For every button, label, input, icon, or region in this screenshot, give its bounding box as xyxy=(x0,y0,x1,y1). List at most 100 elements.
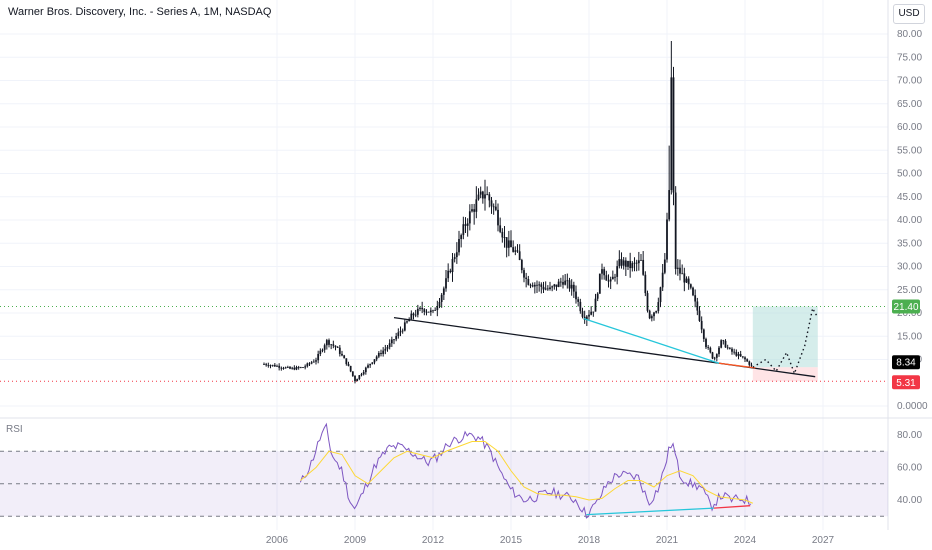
candle-body xyxy=(542,286,545,290)
price-tick-label: 45.00 xyxy=(897,192,922,203)
candle-body xyxy=(633,262,636,264)
currency-button[interactable]: USD xyxy=(893,4,925,24)
chart-title: Warner Bros. Discovery, Inc. - Series A,… xyxy=(8,6,272,18)
candle-body xyxy=(373,359,376,363)
candle-body xyxy=(345,358,348,365)
candle-body xyxy=(726,347,729,349)
candle-body xyxy=(401,330,404,332)
candle-body xyxy=(354,375,356,382)
candle-body xyxy=(585,316,588,320)
candle-body xyxy=(473,209,476,212)
candle-body xyxy=(397,332,400,337)
candle-body xyxy=(442,288,445,295)
candle-body xyxy=(655,311,658,313)
candle-body xyxy=(689,284,692,288)
candle-body xyxy=(416,308,419,315)
candle-body xyxy=(490,200,493,207)
candle-body xyxy=(553,284,556,287)
candle-body xyxy=(603,269,606,276)
candle-body xyxy=(720,340,723,348)
candle-body xyxy=(349,365,352,372)
candle-body xyxy=(429,310,432,313)
candle-body xyxy=(549,287,551,290)
candle-body xyxy=(388,343,391,348)
candle-body xyxy=(267,365,270,367)
candle-body xyxy=(627,260,629,267)
candle-body xyxy=(648,310,651,319)
candle-body xyxy=(310,362,313,364)
candle-body xyxy=(516,250,519,252)
candle-body xyxy=(618,259,621,267)
candle-body xyxy=(644,274,647,294)
candle-body xyxy=(635,262,638,264)
rsi-ma-line xyxy=(300,441,753,504)
candle-body xyxy=(538,284,541,286)
candle-body xyxy=(486,194,489,196)
candle-body xyxy=(282,367,285,369)
candle-body xyxy=(525,277,528,279)
level-lines xyxy=(0,305,888,382)
candle-body xyxy=(334,345,337,348)
candle-body xyxy=(284,367,287,369)
candle-body xyxy=(692,287,694,296)
projection-zones xyxy=(752,306,818,382)
candle-body xyxy=(386,347,389,349)
candle-body xyxy=(291,367,294,369)
candle-body xyxy=(700,320,703,330)
rsi-pane-label: RSI xyxy=(6,424,23,435)
candle-body xyxy=(299,367,302,369)
candle-body xyxy=(423,309,426,312)
trendlines xyxy=(393,317,816,378)
candle-body xyxy=(624,260,627,267)
candle-body xyxy=(492,206,495,208)
candle-body xyxy=(715,354,718,358)
price-tick-label: 0.0000 xyxy=(897,401,928,412)
candle-body xyxy=(336,347,339,348)
candle-body xyxy=(341,353,343,356)
candle-body xyxy=(620,259,623,266)
candle-body xyxy=(382,350,385,354)
candle-body xyxy=(317,353,320,361)
candle-body xyxy=(572,284,575,292)
candle-body xyxy=(297,367,300,368)
candle-body xyxy=(735,352,738,356)
candle-body xyxy=(748,361,751,365)
candle-body xyxy=(523,270,525,278)
time-tick-label: 2006 xyxy=(266,535,289,546)
candle-body xyxy=(276,365,278,367)
candle-body xyxy=(304,366,307,368)
candle-body xyxy=(607,280,610,282)
candle-body xyxy=(650,316,653,319)
price-tick-label: 20.00 xyxy=(897,308,922,319)
candle-body xyxy=(568,280,571,289)
candle-body xyxy=(709,347,712,353)
candle-body xyxy=(744,357,746,360)
candle-body xyxy=(351,371,354,376)
candle-body xyxy=(514,250,517,252)
candle-body xyxy=(471,209,473,212)
candle-body xyxy=(731,348,733,352)
candle-body xyxy=(505,237,508,248)
projection-line xyxy=(752,306,819,376)
candle-body xyxy=(497,209,499,226)
candle-body xyxy=(265,364,268,366)
candle-body xyxy=(640,259,642,261)
candle-body xyxy=(750,364,753,366)
time-axis[interactable]: 2006 2009 2012 2015 2018 2021 2024 2027 xyxy=(266,535,835,546)
rsi-trendline xyxy=(586,507,714,516)
candle-body xyxy=(269,365,272,367)
candle-body xyxy=(661,272,664,288)
candle-body xyxy=(596,293,599,299)
candle-body xyxy=(347,364,350,366)
candle-body xyxy=(590,311,593,315)
time-tick-label: 2024 xyxy=(734,535,757,546)
price-axis[interactable]: 80.00 75.00 70.00 65.00 60.00 55.00 50.00 45.00… xyxy=(897,29,928,506)
candle-body xyxy=(468,211,471,224)
candle-body xyxy=(577,299,580,302)
candle-body xyxy=(263,364,265,365)
candle-body xyxy=(724,340,727,348)
candle-body xyxy=(460,235,463,239)
candle-body xyxy=(377,352,380,357)
candle-body xyxy=(739,354,742,357)
